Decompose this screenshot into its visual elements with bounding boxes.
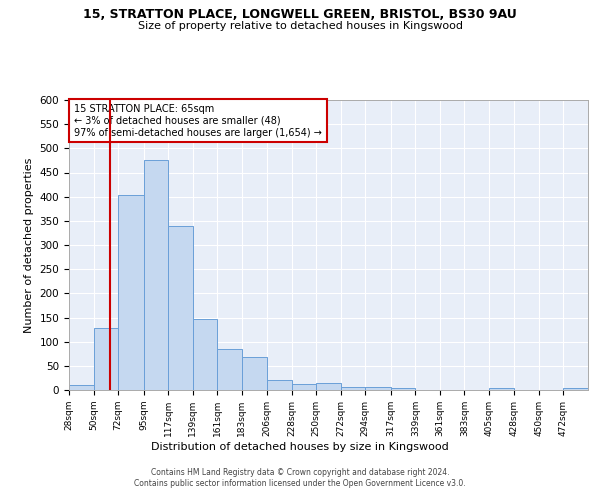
Bar — [168, 226, 193, 390]
Bar — [69, 385, 94, 390]
Bar — [391, 388, 415, 390]
Bar — [292, 384, 316, 390]
Bar — [143, 160, 168, 390]
Y-axis label: Number of detached properties: Number of detached properties — [24, 158, 34, 332]
Text: Distribution of detached houses by size in Kingswood: Distribution of detached houses by size … — [151, 442, 449, 452]
Text: 15 STRATTON PLACE: 65sqm
← 3% of detached houses are smaller (48)
97% of semi-de: 15 STRATTON PLACE: 65sqm ← 3% of detache… — [74, 104, 322, 138]
Text: Contains HM Land Registry data © Crown copyright and database right 2024.
Contai: Contains HM Land Registry data © Crown c… — [134, 468, 466, 487]
Bar — [242, 357, 267, 390]
Text: 15, STRATTON PLACE, LONGWELL GREEN, BRISTOL, BS30 9AU: 15, STRATTON PLACE, LONGWELL GREEN, BRIS… — [83, 8, 517, 20]
Bar — [118, 195, 143, 390]
Bar — [341, 386, 365, 390]
Bar — [316, 383, 341, 390]
Bar — [365, 386, 391, 390]
Bar — [217, 349, 242, 390]
Bar — [94, 328, 118, 390]
Text: Size of property relative to detached houses in Kingswood: Size of property relative to detached ho… — [137, 21, 463, 31]
Bar — [489, 388, 514, 390]
Bar — [563, 388, 588, 390]
Bar — [267, 380, 292, 390]
Bar — [193, 320, 217, 390]
